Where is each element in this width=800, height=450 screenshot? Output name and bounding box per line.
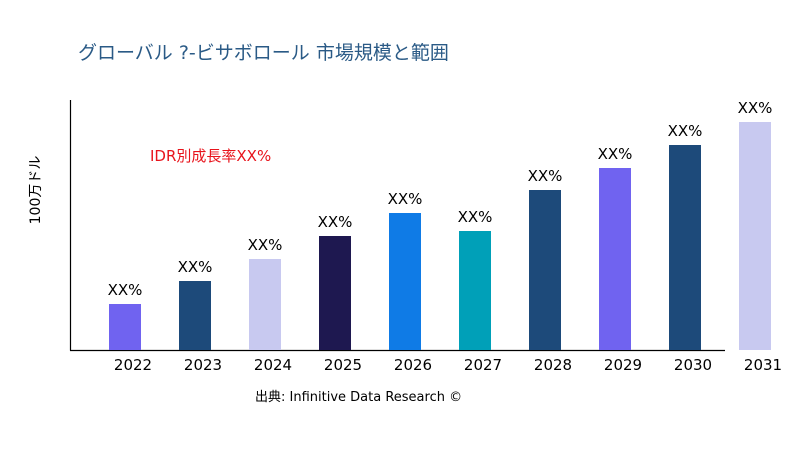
bar-2030	[669, 145, 701, 350]
growth-annotation: IDR別成長率XX%	[150, 147, 272, 165]
data-label-2029: XX%	[598, 145, 633, 163]
source-note: 出典: Infinitive Data Research ©	[255, 390, 463, 405]
x-tick-2030: 2030	[674, 356, 712, 374]
data-label-2022: XX%	[108, 281, 143, 299]
bar-2024	[249, 259, 281, 350]
bar-2028	[529, 190, 561, 350]
bar-2022	[109, 304, 141, 350]
x-tick-2023: 2023	[184, 356, 222, 374]
x-tick-2028: 2028	[534, 356, 572, 374]
bar-2023	[179, 281, 211, 350]
bar-2031	[739, 122, 771, 350]
x-tick-2029: 2029	[604, 356, 642, 374]
data-label-2025: XX%	[318, 213, 353, 231]
data-label-2026: XX%	[388, 190, 423, 208]
bar-2025	[319, 236, 351, 350]
data-label-2027: XX%	[458, 208, 493, 226]
bar-2027	[459, 231, 491, 350]
x-tick-2022: 2022	[114, 356, 152, 374]
x-tick-2026: 2026	[394, 356, 432, 374]
x-tick-2027: 2027	[464, 356, 502, 374]
bar-2026	[389, 213, 421, 350]
x-tick-2025: 2025	[324, 356, 362, 374]
data-label-2028: XX%	[528, 167, 563, 185]
data-label-2030: XX%	[668, 122, 703, 140]
data-label-2024: XX%	[248, 236, 283, 254]
x-tick-2031: 2031	[744, 356, 782, 374]
bar-2029	[599, 168, 631, 350]
data-label-2031: XX%	[738, 99, 773, 117]
data-label-2023: XX%	[178, 258, 213, 276]
x-tick-2024: 2024	[254, 356, 292, 374]
chart-title: グローバル ?-ビサボロール 市場規模と範囲	[78, 42, 449, 64]
